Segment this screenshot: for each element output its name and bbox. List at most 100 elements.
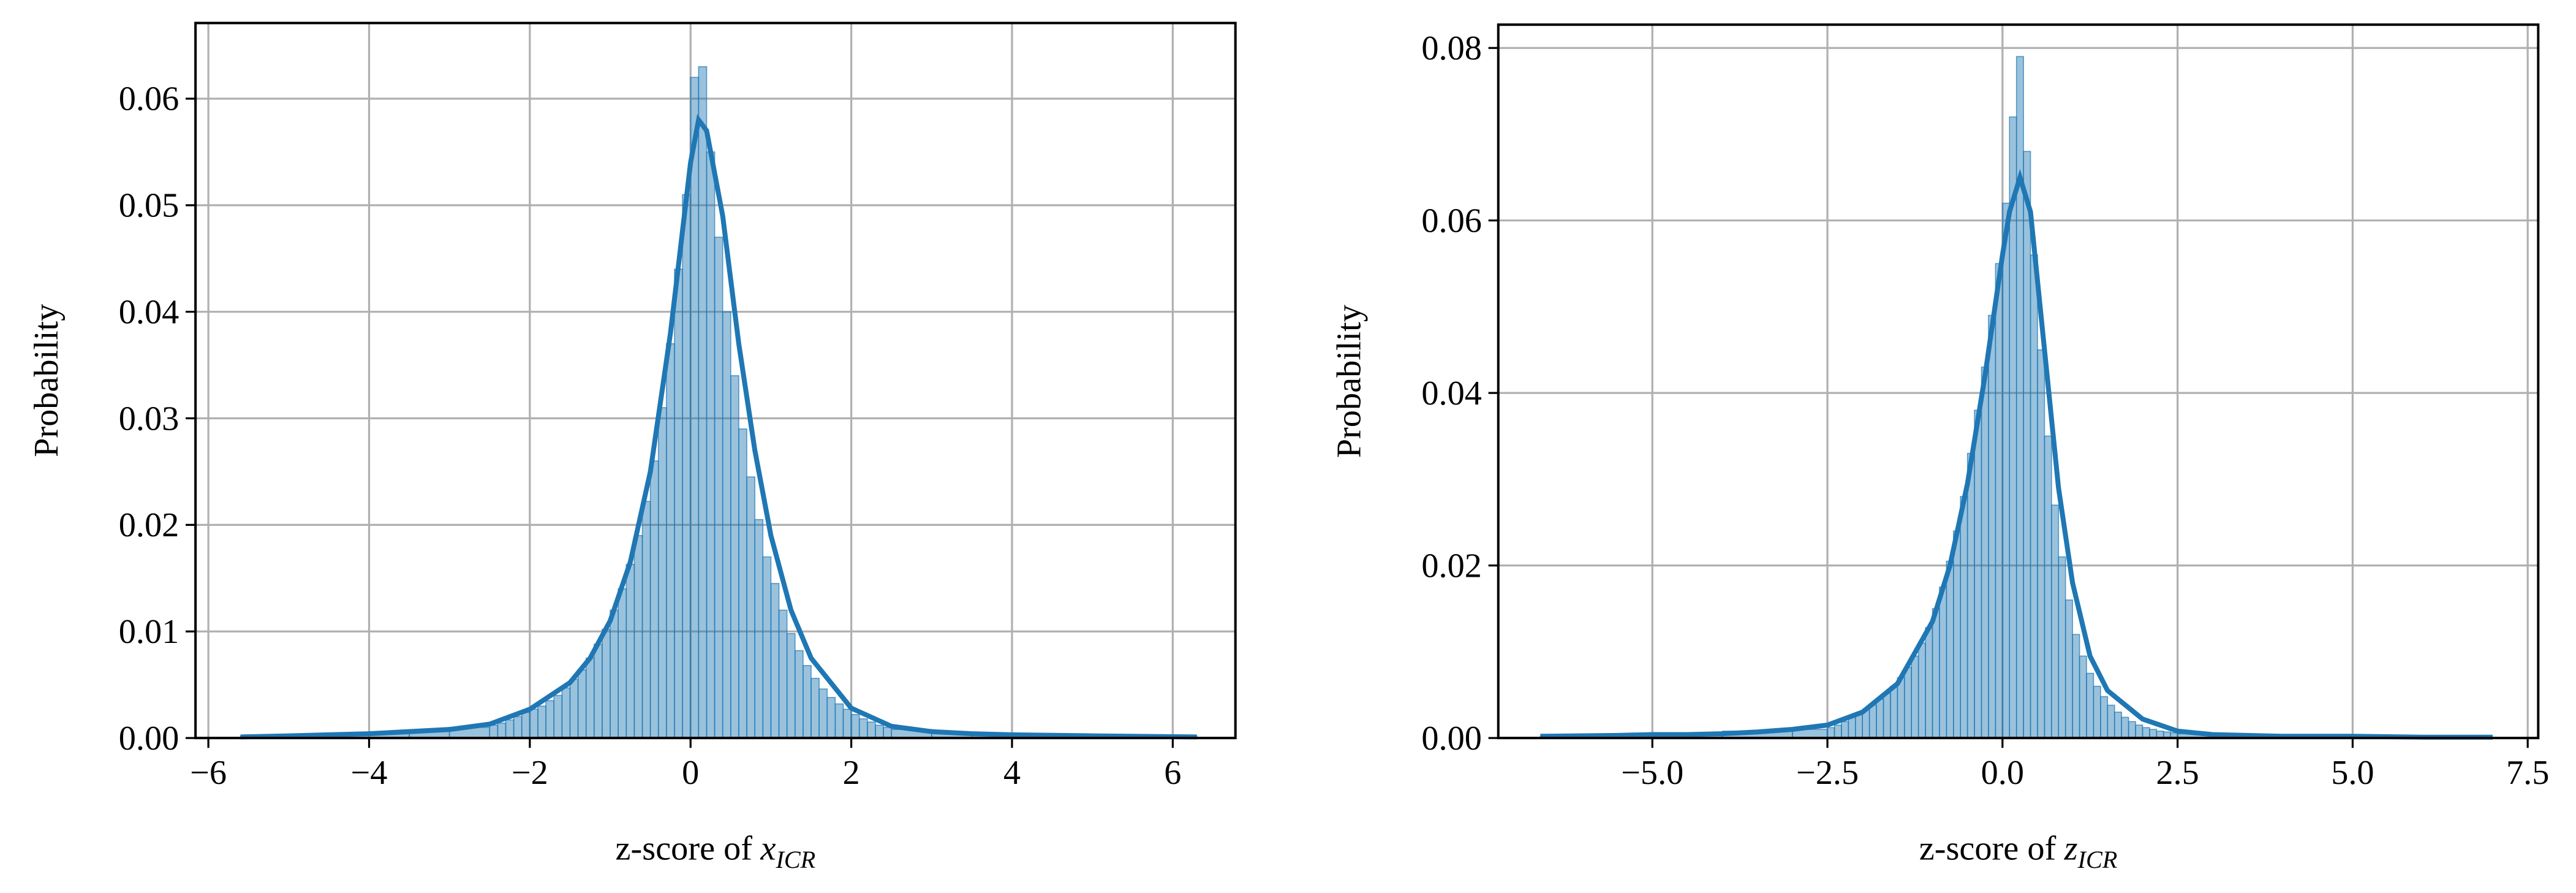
x-tick-label: −6 [190, 754, 227, 792]
x-tick-label: 0.0 [1981, 754, 2024, 792]
histogram-bar [521, 712, 531, 739]
histogram-bar [633, 534, 643, 739]
histogram-bar [2149, 729, 2158, 739]
histogram-bar [1911, 655, 1919, 739]
histogram-bar [2128, 721, 2136, 739]
histogram-bar [618, 588, 627, 739]
histogram-bar [826, 697, 836, 739]
histogram-bar [1848, 716, 1856, 739]
histogram-bar [1981, 367, 1989, 739]
histogram-bar [875, 724, 884, 739]
x-axis-label-variable: x [760, 830, 776, 868]
kde-line [240, 114, 1197, 740]
x-tick-label: −4 [351, 754, 388, 792]
histogram-bar [2072, 634, 2080, 739]
y-tick-label: 0.06 [1421, 202, 1482, 240]
histogram-bar [2051, 504, 2060, 739]
y-axis-label: Probability [28, 304, 66, 457]
histogram-bar [2121, 716, 2129, 739]
histogram-bar [2037, 349, 2045, 739]
histogram-bar [706, 151, 716, 739]
histogram-bar [714, 237, 723, 739]
histogram-bar [625, 563, 635, 739]
x-axis-label: z-score of zICR [1919, 830, 2118, 873]
histogram-bar [883, 726, 893, 739]
histogram-bar [585, 657, 595, 739]
y-tick-label: 0.02 [1421, 547, 1482, 585]
histogram-bar [834, 703, 844, 739]
histogram-bar [1946, 560, 1954, 739]
histogram-bar [2044, 435, 2052, 739]
histogram-bar [674, 268, 683, 739]
histogram-bar [746, 476, 755, 739]
histogram-bar [561, 687, 571, 739]
histogram-bar [1841, 721, 1849, 739]
histogram-bar [1966, 452, 1975, 739]
histogram-bar [2002, 202, 2011, 739]
histogram-bar [497, 722, 507, 739]
axes: −5.0 −2.5 0.0 2.5 5.0 7.5 0.00 0.02 0.04 0.06 0.08… [1330, 23, 2549, 873]
histogram-bar [505, 719, 515, 739]
x-tick-label: 5.0 [2331, 754, 2374, 792]
x-axis-label-subscript: ICR [2077, 846, 2118, 873]
x-tick-label: 2 [843, 754, 860, 792]
histogram-bar [2030, 254, 2038, 739]
x-tick-label: −2.5 [1796, 754, 1859, 792]
histogram-bar [754, 519, 764, 739]
histogram-bar [2142, 727, 2150, 739]
histogram-bar [2086, 672, 2094, 739]
histogram-bar [682, 194, 692, 739]
y-tick-label: 0.05 [119, 187, 179, 225]
histogram-bar [2107, 704, 2115, 739]
plot-frame [194, 21, 1237, 740]
histogram-bar [786, 633, 796, 739]
histogram-bar [545, 700, 555, 739]
histogram-bar [2135, 724, 2144, 739]
y-tick-label: 0.06 [119, 80, 179, 118]
histogram-bar [1952, 530, 1962, 739]
x-tick-label: 2.5 [2156, 754, 2199, 792]
x-axis-label-text: z-score of [616, 830, 753, 868]
histogram-bar [537, 705, 546, 739]
x-tick-label: 0 [682, 754, 699, 792]
axes: −6 −4 −2 0 2 4 6 0.00 0.01 0.02 0.03 0.04 0.05 0.06 Pr… [28, 21, 1237, 873]
x-tick-label: 6 [1164, 754, 1181, 792]
x-axis-label: z-score of xICR [616, 830, 816, 873]
histogram-bar [1903, 666, 1913, 739]
x-tick-label: 4 [1003, 754, 1021, 792]
y-tick-label: 0.08 [1421, 29, 1482, 67]
histogram-bar [513, 716, 523, 739]
x-axis-label-text: z-score of [1919, 830, 2057, 868]
histogram-bar [1988, 314, 1996, 739]
histogram-bar [602, 628, 611, 739]
histogram-bar [2015, 56, 2024, 739]
histogram-bar [770, 583, 780, 739]
histogram-bar [762, 556, 772, 739]
kde-line [1540, 169, 2493, 740]
histogram-bar [569, 678, 579, 739]
histogram-bar [577, 669, 587, 739]
histogram-bar [666, 343, 675, 739]
x-axis-label-variable: z [2064, 830, 2078, 868]
y-tick-label: 0.04 [119, 293, 179, 331]
histogram-bar [641, 501, 651, 739]
y-tick-label: 0.00 [1421, 720, 1482, 758]
histogram-bar [2023, 151, 2031, 739]
histogram-bar [1939, 587, 1947, 739]
histogram-bar [610, 609, 619, 739]
histogram-bar [1925, 627, 1933, 739]
histogram-bar [730, 375, 739, 739]
histogram-bar [1995, 263, 2003, 739]
histogram-bar [698, 66, 708, 739]
histogram-bar [657, 407, 667, 739]
y-tick-label: 0.01 [119, 613, 179, 651]
histogram-bar [794, 650, 804, 739]
plot-frame [1497, 23, 2540, 740]
histogram-bar [818, 688, 828, 739]
histogram-bar [690, 77, 700, 739]
histogram-bar [529, 709, 538, 739]
histogram-bar [1868, 704, 1877, 739]
histogram-bar [810, 677, 820, 739]
